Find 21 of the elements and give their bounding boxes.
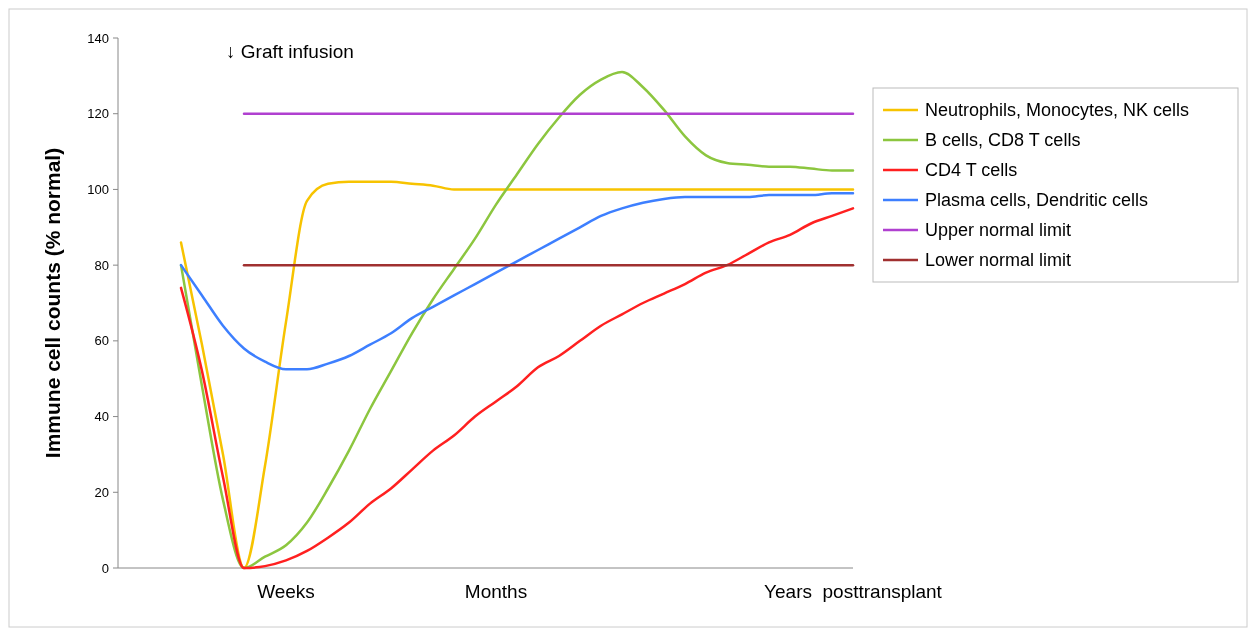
y-tick-label: 0 (101, 560, 109, 576)
legend-label: B cells, CD8 T cells (925, 130, 1081, 151)
y-axis-title: Immune cell counts (% normal) (41, 147, 64, 459)
x-tick-label: Months (464, 581, 528, 602)
legend-label: Plasma cells, Dendritic cells (925, 190, 1149, 211)
annotation: ↓ Graft infusion (226, 41, 354, 62)
y-tick-label: 120 (87, 106, 109, 122)
y-tick-label: 40 (94, 409, 109, 425)
y-tick-label: 60 (94, 333, 109, 349)
x-tick-label: Weeks (257, 581, 315, 602)
y-tick-label: 140 (87, 30, 109, 46)
y-tick-label: 80 (94, 257, 109, 273)
legend-label: Upper normal limit (925, 220, 1072, 241)
line-series (179, 191, 855, 371)
line-series (179, 70, 855, 570)
legend-label: Lower normal limit (925, 250, 1072, 271)
x-tick-label: Years posttransplant (764, 581, 943, 602)
legend-label: Neutrophils, Monocytes, NK cells (925, 100, 1190, 121)
y-tick-label: 100 (87, 181, 109, 197)
y-tick-label: 20 (94, 484, 109, 500)
legend-label: CD4 T cells (925, 160, 1018, 181)
